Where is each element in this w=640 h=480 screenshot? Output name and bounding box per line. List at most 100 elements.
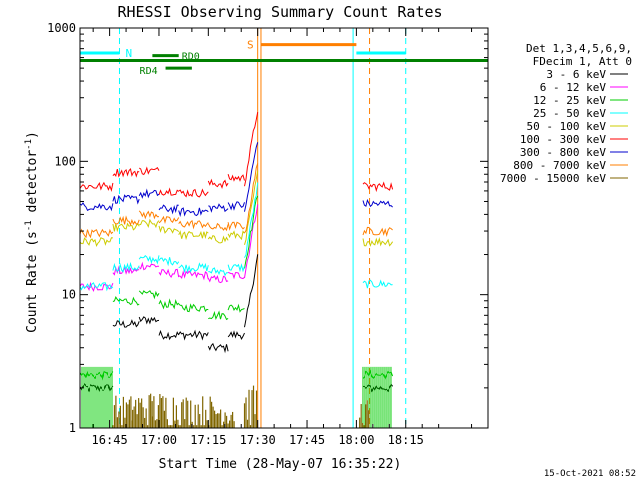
series-0-seg-6	[227, 330, 245, 341]
series-0-seg-5	[207, 342, 229, 354]
series-3-seg-8	[362, 279, 393, 289]
y-tick-label-2: 100	[54, 154, 76, 168]
plot-area: N S RD0 RD4 16:45 17:00 17:15 17:30 17:45 18:00 18…	[47, 21, 489, 447]
y-axis-label-sup1: -1	[24, 220, 34, 231]
series-5-seg-6	[227, 174, 245, 182]
legend-label-5: 100 - 300 keV	[520, 133, 606, 146]
series-6-seg-3	[158, 204, 179, 215]
series-3-seg-5	[208, 267, 229, 277]
series-4-seg-3	[158, 225, 180, 234]
x-tick-label-5: 18:00	[338, 433, 374, 447]
saa-label: S	[247, 39, 254, 52]
series-3-seg-2	[138, 254, 160, 265]
series-4-seg-1	[112, 222, 140, 233]
series-4-seg-5	[207, 235, 229, 244]
legend-header-0: Det 1,3,4,5,6,9,	[526, 42, 632, 55]
series-4-seg-8	[362, 237, 394, 247]
y-axis-label-end: )	[25, 131, 40, 139]
series-2-seg-5	[208, 310, 229, 321]
legend-label-7: 800 - 7000 keV	[513, 159, 606, 172]
series-3-seg-0	[79, 282, 114, 292]
series-4-seg-6	[227, 230, 245, 241]
decim-label-rd0: RD0	[182, 52, 200, 63]
series-7-seg-4	[178, 219, 209, 230]
x-axis-label: Start Time (28-May-07 16:35:22)	[159, 457, 402, 472]
series-5-seg-0	[79, 181, 114, 193]
series-7-seg-2	[138, 210, 160, 220]
x-tick-label-0: 16:45	[92, 433, 128, 447]
series-0-seg-7	[244, 254, 259, 328]
chart-title: RHESSI Observing Summary Count Rates	[117, 3, 442, 21]
y-tick-label-3: 1000	[47, 21, 76, 35]
legend-label-2: 12 - 25 keV	[533, 94, 606, 107]
series-2-seg-6	[227, 303, 245, 313]
legend-label-6: 300 - 800 keV	[520, 146, 606, 159]
series-1-seg-3	[158, 268, 180, 278]
legend-label-8: 7000 - 15000 keV	[500, 172, 606, 185]
x-tick-label-3: 17:30	[240, 433, 276, 447]
series-2-seg-4	[178, 303, 209, 313]
legend-header-1: FDecim 1, Att 0	[533, 55, 632, 68]
series-0-seg-1	[112, 319, 140, 328]
footer-timestamp: 15-Oct-2021 08:52	[544, 469, 636, 479]
series-6-seg-7	[244, 142, 259, 212]
x-tick-label-2: 17:15	[190, 433, 226, 447]
series-7-seg-7	[244, 163, 259, 234]
plot-frame	[79, 27, 489, 429]
series-2-seg-3	[158, 298, 180, 310]
series-6-seg-6	[227, 201, 245, 211]
y-axis-label: Count Rate (s-1 detector-1)	[24, 131, 40, 333]
series-1-seg-1	[112, 265, 140, 276]
series-1-seg-6	[227, 271, 245, 280]
series-7-seg-3	[158, 215, 180, 224]
series-4-seg-4	[178, 230, 209, 241]
series-1-seg-7	[244, 204, 259, 279]
series-4-seg-7	[244, 170, 259, 245]
series-3-seg-3	[158, 257, 180, 267]
series-7-seg-8	[362, 226, 393, 237]
y-axis-label-main: Count Rate (s	[25, 231, 40, 333]
series-6-seg-1	[112, 194, 140, 205]
y-tick-label-1: 10	[62, 288, 76, 302]
x-tick-label-1: 17:00	[141, 433, 177, 447]
series-1-seg-5	[207, 274, 229, 284]
series-0-seg-4	[178, 329, 209, 341]
series-3-seg-4	[178, 262, 209, 274]
series-0-seg-8	[362, 383, 394, 393]
series-5-seg-1	[112, 167, 140, 178]
series-0-seg-2	[138, 316, 160, 325]
series-7-seg-0	[79, 228, 114, 239]
series-2-seg-1	[112, 295, 140, 306]
series-5-seg-5	[207, 178, 229, 190]
series-6-seg-8	[362, 198, 393, 208]
series-5-seg-8	[362, 181, 394, 193]
x-tick-label-4: 17:45	[289, 433, 325, 447]
series-6-seg-5	[208, 203, 229, 213]
series-7-seg-5	[207, 222, 229, 232]
decim-label-rd4: RD4	[140, 66, 158, 77]
series-2-seg-7	[244, 195, 259, 269]
y-tick-label-0: 1	[69, 421, 76, 435]
series-3-seg-1	[112, 261, 140, 273]
y-axis-label-mid: detector	[25, 150, 40, 221]
legend-label-1: 6 - 12 keV	[540, 81, 607, 94]
series-0-seg-3	[158, 329, 180, 341]
legend-label-0: 3 - 6 keV	[546, 68, 606, 81]
series-5-seg-7	[244, 112, 259, 187]
series-3-seg-6	[227, 263, 245, 273]
night-label: N	[125, 47, 132, 60]
series-7-seg-1	[112, 215, 140, 227]
legend: Det 1,3,4,5,6,9,FDecim 1, Att 03 - 6 keV…	[500, 42, 632, 185]
series-5-seg-3	[158, 187, 180, 196]
series-5-seg-2	[138, 166, 160, 176]
series-6-seg-4	[178, 207, 209, 218]
series-4-seg-0	[79, 237, 113, 248]
y-axis-label-sup2: -1	[24, 139, 34, 150]
series-2-seg-8	[362, 369, 394, 381]
series-4-seg-2	[139, 218, 160, 229]
series-2-seg-2	[138, 290, 160, 300]
series-3-seg-7	[244, 182, 259, 258]
series-6-seg-0	[79, 202, 114, 212]
series-7-seg-6	[227, 221, 245, 231]
